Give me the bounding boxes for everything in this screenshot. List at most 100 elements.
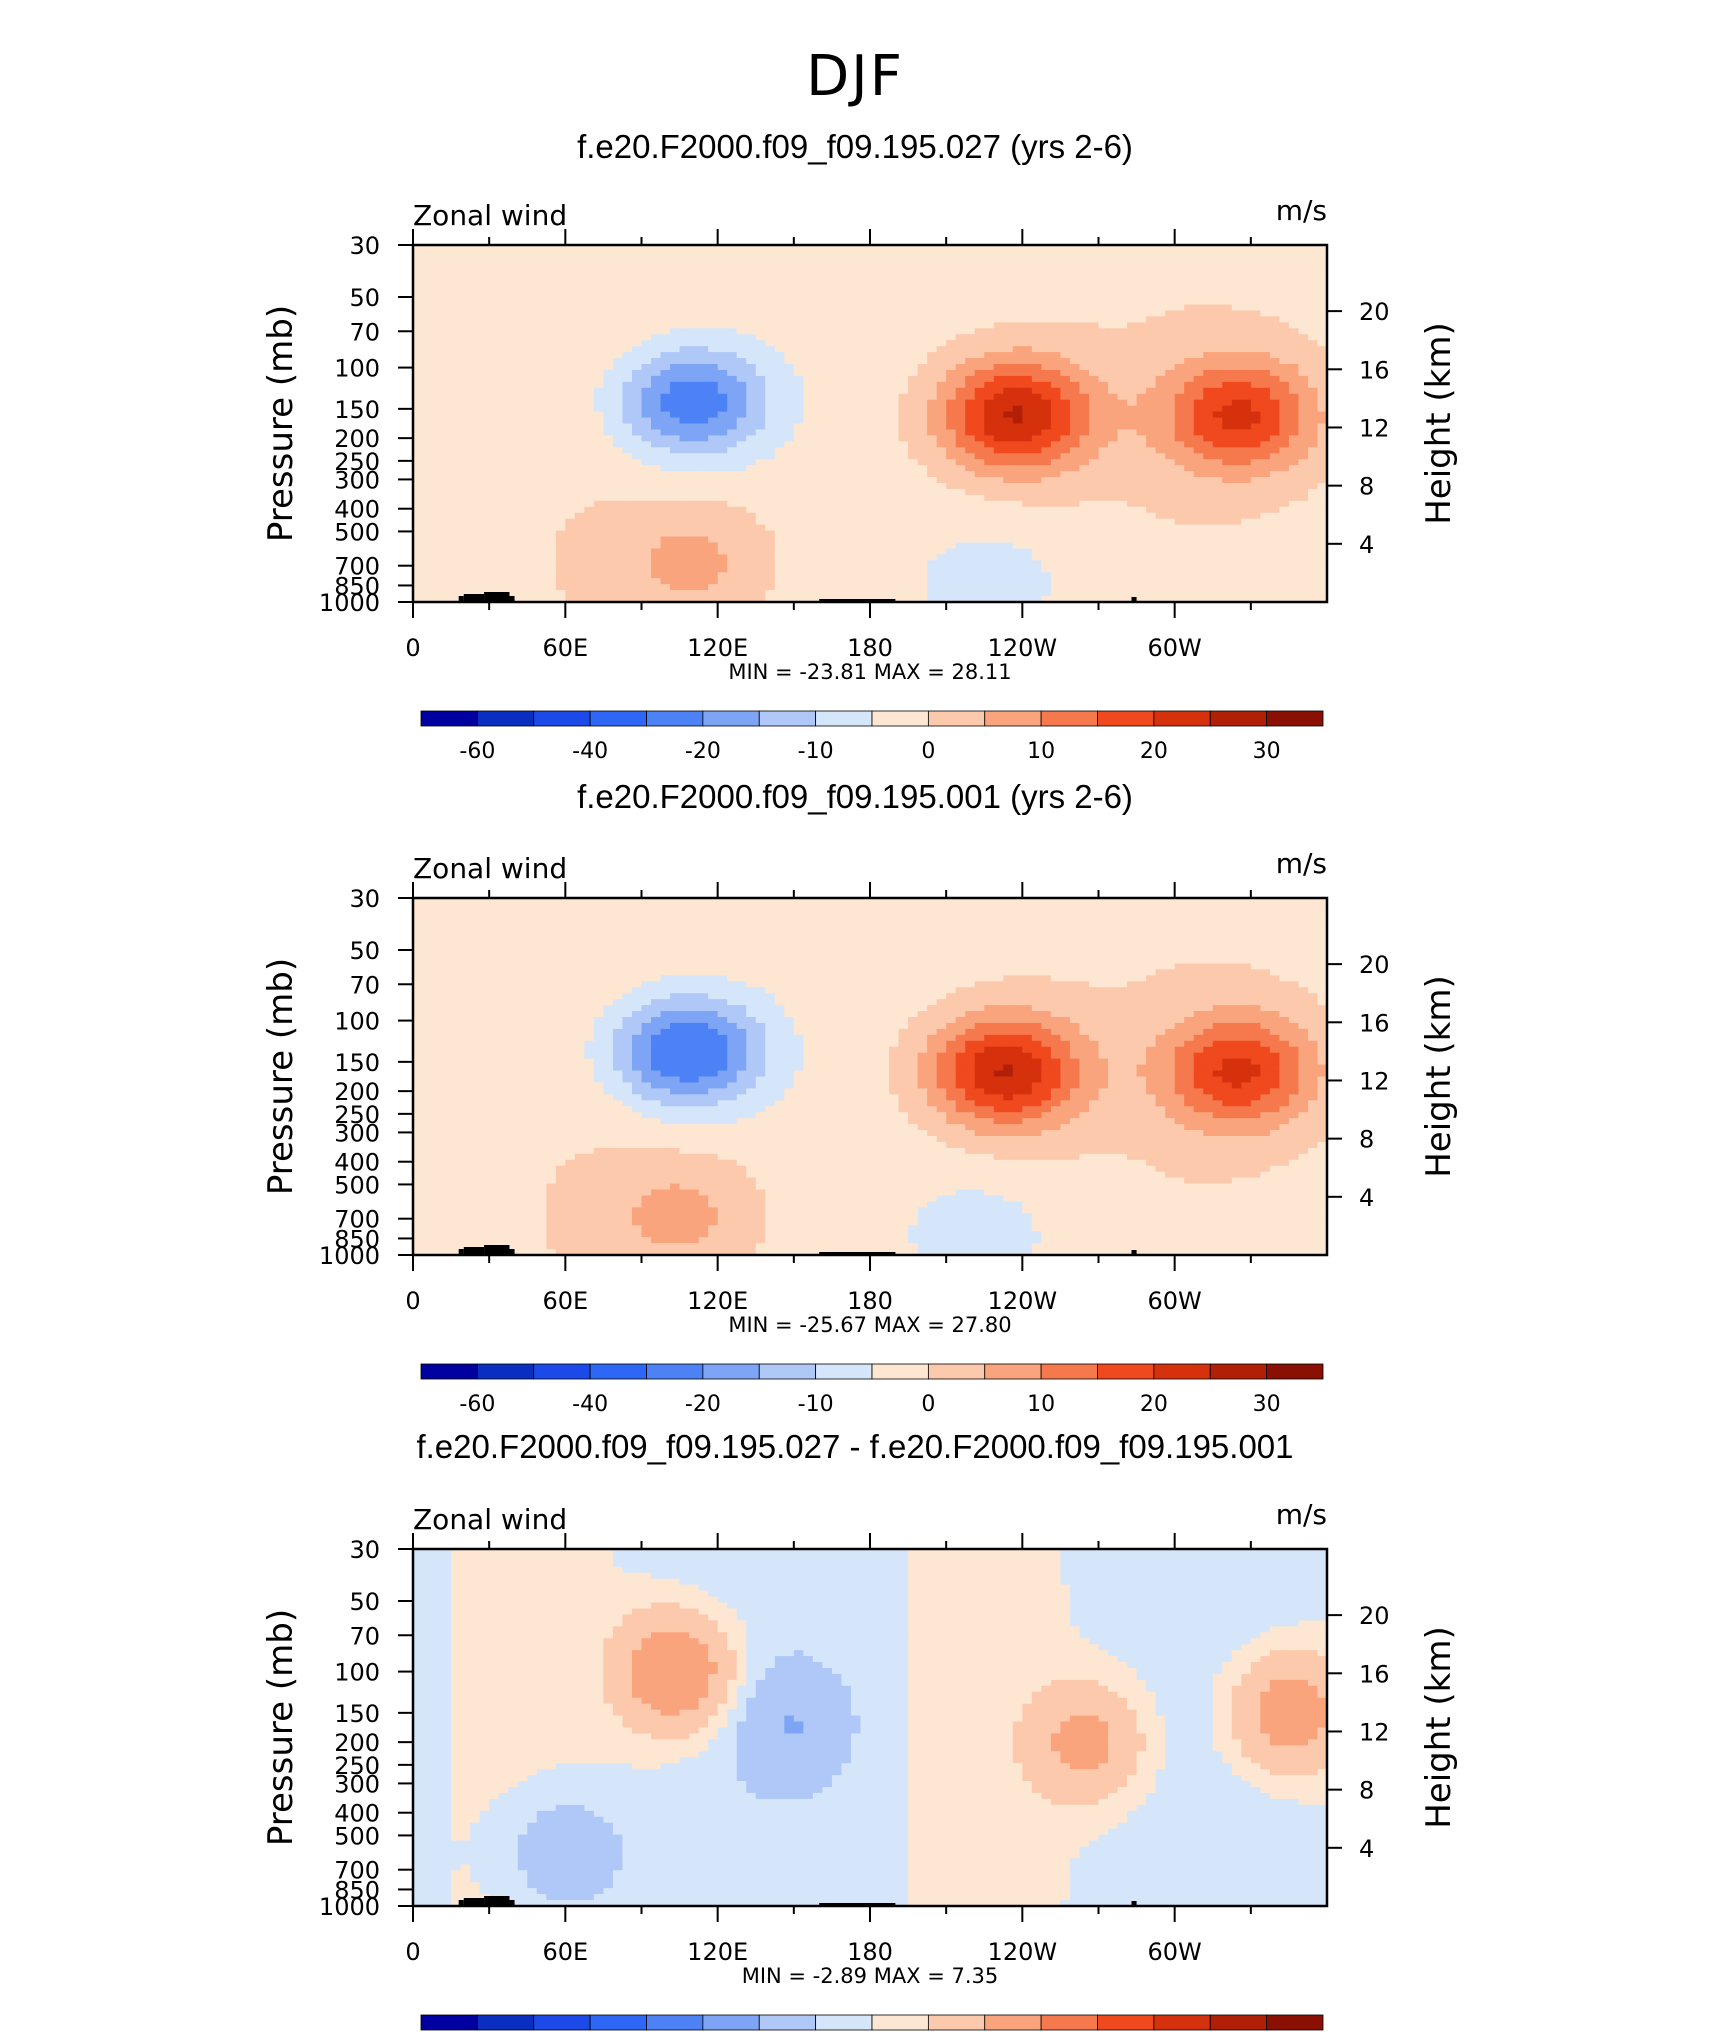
contour-cell <box>870 299 880 306</box>
contour-cell <box>918 453 928 460</box>
contour-cell <box>1041 406 1051 413</box>
contour-cell <box>1289 513 1299 520</box>
contour-cell <box>1194 364 1204 371</box>
contour-cell <box>1165 334 1175 341</box>
contour-cell <box>556 334 566 341</box>
contour-cell <box>1251 543 1261 550</box>
contour-cell <box>927 299 937 306</box>
contour-cell <box>518 305 528 312</box>
contour-cell <box>927 418 937 425</box>
contour-cell <box>803 507 813 514</box>
contour-cell <box>956 388 966 395</box>
contour-cell <box>1032 299 1042 306</box>
contour-cell <box>461 299 471 306</box>
contour-cell <box>632 471 642 478</box>
contour-cell <box>1298 340 1308 347</box>
contour-cell <box>1127 275 1137 282</box>
contour-cell <box>1308 447 1318 454</box>
contour-cell <box>927 471 937 478</box>
contour-cell <box>1089 424 1099 431</box>
contour-cell <box>689 548 699 555</box>
contour-cell <box>622 477 632 484</box>
contour-cell <box>1127 435 1137 442</box>
contour-cell <box>1165 543 1175 550</box>
contour-cell <box>1270 519 1280 526</box>
contour-cell <box>556 453 566 460</box>
contour-cell <box>565 531 575 538</box>
contour-cell <box>851 269 861 276</box>
contour-cell <box>632 465 642 472</box>
contour-cell <box>889 293 899 300</box>
contour-cell <box>813 519 823 526</box>
contour-cell <box>1022 501 1032 508</box>
contour-cell <box>1070 340 1080 347</box>
contour-cell <box>1222 483 1232 490</box>
contour-cell <box>1089 305 1099 312</box>
contour-cell <box>584 305 594 312</box>
contour-cell <box>670 316 680 323</box>
contour-cell <box>1022 346 1032 353</box>
contour-cell <box>461 459 471 466</box>
contour-cell <box>1308 334 1318 341</box>
contour-cell <box>1137 299 1147 306</box>
contour-cell <box>1013 453 1023 460</box>
contour-cell <box>1298 459 1308 466</box>
contour-cell <box>423 269 433 276</box>
contour-cell <box>841 340 851 347</box>
contour-cell <box>1222 388 1232 395</box>
contour-cell <box>1079 388 1089 395</box>
contour-cell <box>518 382 528 389</box>
contour-cell <box>889 525 899 532</box>
contour-cell <box>718 340 728 347</box>
contour-cell <box>765 507 775 514</box>
contour-cell <box>661 412 671 419</box>
contour-cell <box>508 507 518 514</box>
contour-cell <box>1099 513 1109 520</box>
contour-cell <box>1194 548 1204 555</box>
contour-cell <box>651 281 661 288</box>
contour-cell <box>603 299 613 306</box>
contour-cell <box>975 418 985 425</box>
contour-cell <box>813 275 823 282</box>
contour-cell <box>1013 412 1023 419</box>
contour-cell <box>737 299 747 306</box>
contour-cell <box>1165 429 1175 436</box>
contour-cell <box>984 465 994 472</box>
contour-cell <box>451 299 461 306</box>
contour-cell <box>1146 394 1156 401</box>
contour-cell <box>508 322 518 329</box>
contour-cell <box>1051 382 1061 389</box>
contour-cell <box>651 299 661 306</box>
contour-cell <box>1032 275 1042 282</box>
contour-cell <box>1279 483 1289 490</box>
contour-cell <box>518 459 528 466</box>
contour-cell <box>556 310 566 317</box>
contour-cell <box>432 382 442 389</box>
contour-cell <box>603 424 613 431</box>
contour-cell <box>556 328 566 335</box>
contour-cell <box>451 465 461 472</box>
contour-cell <box>1175 251 1185 258</box>
contour-cell <box>1251 537 1261 544</box>
contour-cell <box>1203 418 1213 425</box>
contour-cell <box>775 400 785 407</box>
contour-cell <box>727 346 737 353</box>
contour-cell <box>784 406 794 413</box>
contour-cell <box>899 412 909 419</box>
contour-cell <box>432 316 442 323</box>
contour-cell <box>480 513 490 520</box>
contour-cell <box>937 263 947 270</box>
contour-cell <box>575 340 585 347</box>
contour-cell <box>699 429 709 436</box>
contour-cell <box>727 400 737 407</box>
contour-cell <box>860 293 870 300</box>
contour-cell <box>899 459 909 466</box>
contour-cell <box>1099 406 1109 413</box>
contour-cell <box>1308 388 1318 395</box>
contour-cell <box>1013 429 1023 436</box>
contour-cell <box>1022 394 1032 401</box>
contour-cell <box>1108 358 1118 365</box>
contour-cell <box>870 519 880 526</box>
contour-cell <box>908 519 918 526</box>
contour-cell <box>1165 299 1175 306</box>
